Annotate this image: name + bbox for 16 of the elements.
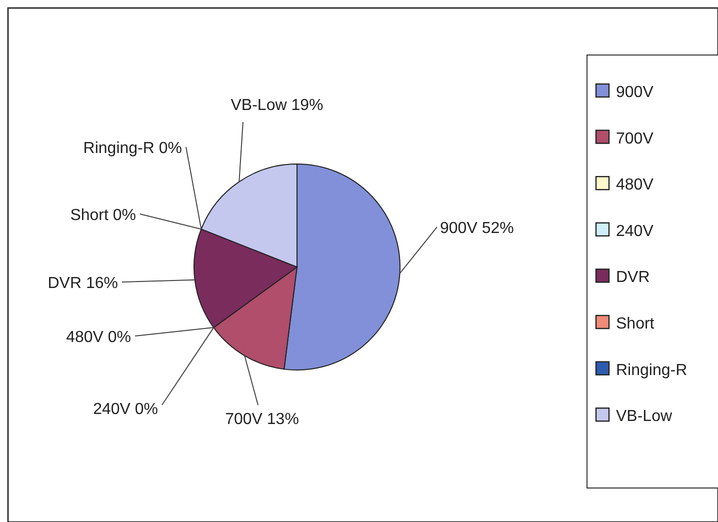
data-label: DVR 16% bbox=[48, 275, 118, 292]
data-label: 900V 52% bbox=[440, 220, 514, 237]
legend-label: Short bbox=[616, 316, 655, 332]
text: 480V 0% bbox=[66, 329, 131, 346]
legend-label: VB-Low bbox=[616, 408, 672, 426]
legend-label: 700V bbox=[616, 130, 654, 148]
data-label: 700V 13% bbox=[225, 411, 299, 428]
data-label: VB-Low 19% bbox=[230, 97, 324, 114]
text: Short 0% bbox=[70, 207, 136, 224]
legend-label: 900V bbox=[616, 84, 654, 101]
text: Ringing-R 0% bbox=[83, 140, 182, 157]
legend-label: DVR bbox=[616, 269, 650, 286]
text: 240V 0% bbox=[93, 401, 158, 418]
legend-label: 480V bbox=[616, 176, 654, 194]
legend-label: 240V bbox=[616, 222, 654, 240]
legend-label: Ringing-R bbox=[616, 362, 688, 379]
